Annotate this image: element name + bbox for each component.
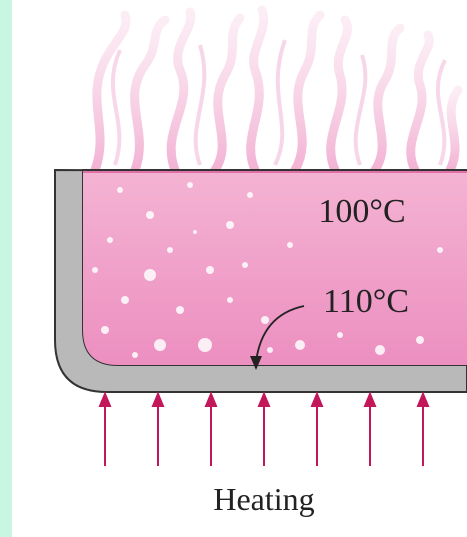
pointer-arrow (255, 305, 305, 363)
liquid (83, 172, 467, 365)
left-strip (0, 0, 12, 537)
steam (90, 5, 463, 175)
heating-label: Heating (213, 481, 314, 517)
bottom-temperature: 110°C (323, 283, 409, 320)
steam-light (110, 39, 447, 166)
pointer-arrowhead (250, 356, 262, 370)
bubbles (92, 182, 443, 358)
surface-temperature: 100°C (318, 193, 405, 230)
heat-arrows (98, 391, 430, 466)
